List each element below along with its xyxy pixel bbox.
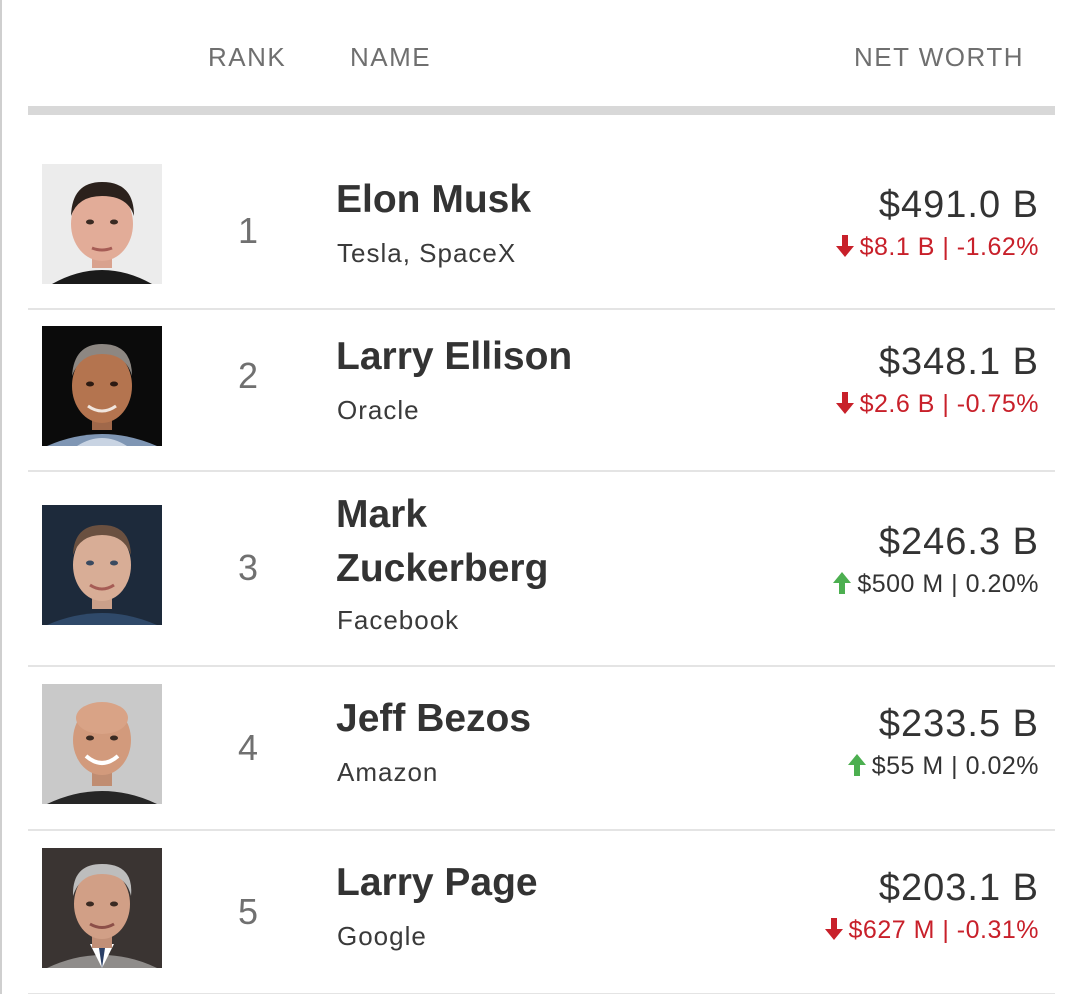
header-net-worth[interactable]: NET WORTH <box>854 42 1024 72</box>
table-header: RANK NAME NET WORTH <box>2 0 1080 115</box>
avatar <box>42 848 162 968</box>
portrait-image <box>42 326 162 446</box>
net-worth-value: $246.3 B <box>878 521 1039 563</box>
change-text: $8.1 B | -1.62% <box>859 233 1039 261</box>
avatar <box>42 326 162 446</box>
list-item[interactable]: 2 Larry Ellison Oracle $348.1 B $2.6 B |… <box>28 310 1055 472</box>
list-item[interactable]: 1 Elon Musk Tesla, SpaceX $491.0 B $8.1 … <box>28 115 1055 310</box>
portrait-image <box>42 164 162 284</box>
header-divider <box>28 106 1055 115</box>
net-worth-change: $8.1 B | -1.62% <box>835 233 1039 264</box>
list-item[interactable]: 5 Larry Page Google $203.1 B $627 M | -0… <box>28 831 1055 994</box>
avatar <box>42 164 162 284</box>
net-worth-value: $491.0 B <box>878 184 1039 226</box>
arrow-up-icon <box>833 572 852 601</box>
list-item[interactable]: 4 Jeff Bezos Amazon $233.5 B $55 M | 0.0… <box>28 667 1055 831</box>
person-name[interactable]: Jeff Bezos <box>336 697 532 740</box>
arrow-down-icon <box>824 918 843 947</box>
change-text: $55 M | 0.02% <box>871 752 1039 780</box>
avatar <box>42 505 162 625</box>
rank-number: 1 <box>237 210 259 251</box>
avatar <box>42 684 162 804</box>
change-text: $627 M | -0.31% <box>848 916 1039 944</box>
net-worth-value: $348.1 B <box>878 341 1039 383</box>
portrait-image <box>42 848 162 968</box>
rank-number: 3 <box>237 547 259 588</box>
net-worth-change: $500 M | 0.20% <box>833 570 1039 601</box>
person-name[interactable]: Mark Zuckerberg <box>336 493 549 590</box>
arrow-up-icon <box>847 754 866 783</box>
change-text: $500 M | 0.20% <box>857 570 1039 598</box>
header-rank[interactable]: RANK <box>208 42 287 72</box>
rank-number: 4 <box>237 727 259 768</box>
person-name[interactable]: Larry Ellison <box>336 335 573 378</box>
company-name: Oracle <box>337 395 420 425</box>
arrow-down-icon <box>835 235 854 264</box>
rank-number: 5 <box>237 891 259 932</box>
company-name: Google <box>337 921 427 951</box>
net-worth-value: $203.1 B <box>878 867 1039 909</box>
portrait-image <box>42 684 162 804</box>
header-name[interactable]: NAME <box>350 42 432 72</box>
change-text: $2.6 B | -0.75% <box>859 390 1039 418</box>
net-worth-change: $627 M | -0.31% <box>824 916 1039 947</box>
list-item[interactable]: 3 Mark Zuckerberg Facebook $246.3 B $500… <box>28 472 1055 667</box>
net-worth-change: $55 M | 0.02% <box>847 752 1039 783</box>
net-worth-value: $233.5 B <box>878 703 1039 745</box>
ranking-list: 1 Elon Musk Tesla, SpaceX $491.0 B $8.1 … <box>28 115 1055 994</box>
person-name[interactable]: Larry Page <box>336 861 538 904</box>
rank-number: 2 <box>237 355 259 396</box>
person-name[interactable]: Elon Musk <box>336 178 532 221</box>
portrait-image <box>42 505 162 625</box>
net-worth-change: $2.6 B | -0.75% <box>835 390 1039 421</box>
arrow-down-icon <box>835 392 854 421</box>
company-name: Tesla, SpaceX <box>337 238 517 268</box>
company-name: Amazon <box>337 757 439 787</box>
company-name: Facebook <box>337 605 460 635</box>
